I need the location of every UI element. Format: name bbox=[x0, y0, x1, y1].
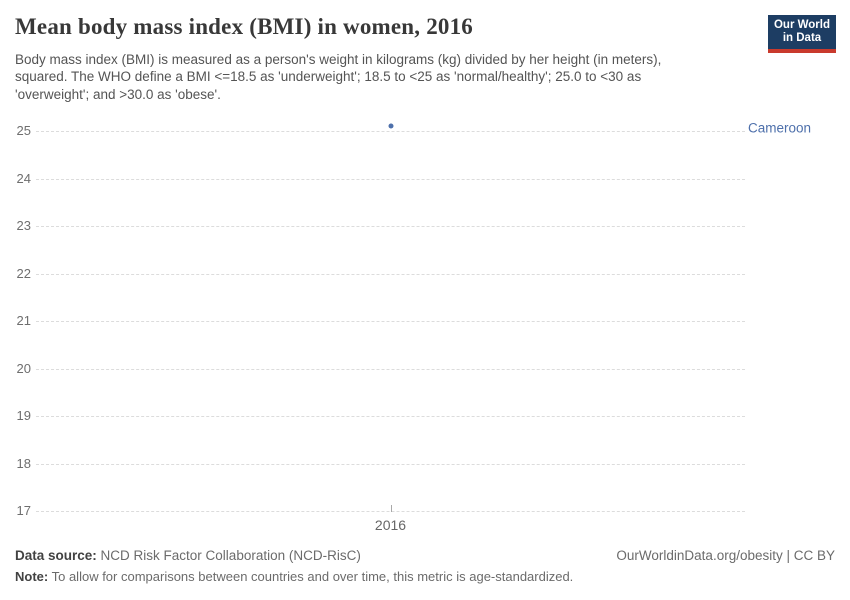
y-axis-tick-label: 22 bbox=[16, 265, 31, 281]
y-axis-tick-label: 21 bbox=[16, 313, 31, 328]
x-axis-tick-label: 2016 bbox=[374, 517, 407, 533]
y-axis-tick-label: 23 bbox=[16, 218, 31, 233]
x-axis-tick bbox=[391, 505, 392, 512]
y-axis-tick-label: 24 bbox=[16, 170, 31, 186]
entity-label-cameroon[interactable]: Cameroon bbox=[748, 120, 812, 136]
note-line: Note: To allow for comparisons between c… bbox=[15, 569, 573, 584]
gridline bbox=[36, 226, 745, 227]
gridline bbox=[36, 511, 745, 512]
credit-link[interactable]: OurWorldinData.org/obesity | CC BY bbox=[616, 548, 835, 563]
y-axis-tick-label: 20 bbox=[16, 360, 31, 376]
chart-subtitle: Body mass index (BMI) is measured as a p… bbox=[15, 52, 662, 102]
gridline bbox=[36, 178, 745, 180]
owid-logo-line2: in Data bbox=[782, 32, 822, 44]
note-label: Note: bbox=[15, 569, 49, 584]
y-axis-tick-label: 25 bbox=[16, 123, 31, 138]
y-axis-tick-label: 19 bbox=[16, 408, 31, 423]
gridline bbox=[36, 463, 745, 465]
y-axis-tick-label: 18 bbox=[16, 455, 31, 471]
owid-logo: Our World in Data bbox=[768, 15, 836, 53]
data-source-line: Data source: NCD Risk Factor Collaborati… bbox=[15, 548, 361, 563]
gridline bbox=[36, 273, 745, 275]
owid-logo-line1: Our World bbox=[773, 19, 830, 31]
y-axis-tick-label: 17 bbox=[16, 503, 31, 518]
gridline bbox=[36, 368, 745, 370]
gridline bbox=[36, 131, 745, 132]
chart-title: Mean body mass index (BMI) in women, 201… bbox=[15, 14, 474, 39]
data-source-value: NCD Risk Factor Collaboration (NCD-RisC) bbox=[100, 548, 361, 563]
gridline bbox=[36, 321, 745, 322]
gridline bbox=[36, 416, 745, 417]
note-value: To allow for comparisons between countri… bbox=[51, 569, 574, 584]
data-point-cameroon[interactable] bbox=[388, 123, 393, 129]
data-source-label: Data source: bbox=[15, 548, 97, 563]
